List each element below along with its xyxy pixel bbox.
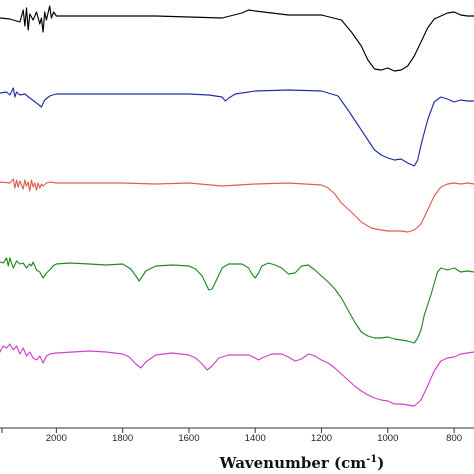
x-axis-title-main: Wavenumber (cm <box>219 454 367 472</box>
spectrum-line-2 <box>0 87 474 167</box>
x-tick-label-1200: 1200 <box>311 433 332 444</box>
x-tick-label-1800: 1800 <box>112 433 133 444</box>
spectrum-line-4 <box>0 257 474 344</box>
spectrum-line-1 <box>0 5 474 72</box>
x-tick-label-1400: 1400 <box>245 433 266 444</box>
x-axis-title: Wavenumber (cm-1) <box>219 454 385 472</box>
x-axis-title-close: ) <box>377 454 384 472</box>
x-tick-label-2000: 2000 <box>46 433 67 444</box>
x-tick-label-1600: 1600 <box>178 433 199 444</box>
x-tick-label-800: 800 <box>446 433 462 444</box>
spectrum-line-5 <box>0 343 474 407</box>
spectrum-line-3 <box>0 178 474 233</box>
x-axis-title-superscript: -1 <box>366 454 377 465</box>
x-axis-ticks: 2000 1800 1600 1400 1200 1000 800 <box>1 428 462 444</box>
x-tick-label-1000: 1000 <box>377 433 398 444</box>
spectra-series-group <box>0 5 474 407</box>
